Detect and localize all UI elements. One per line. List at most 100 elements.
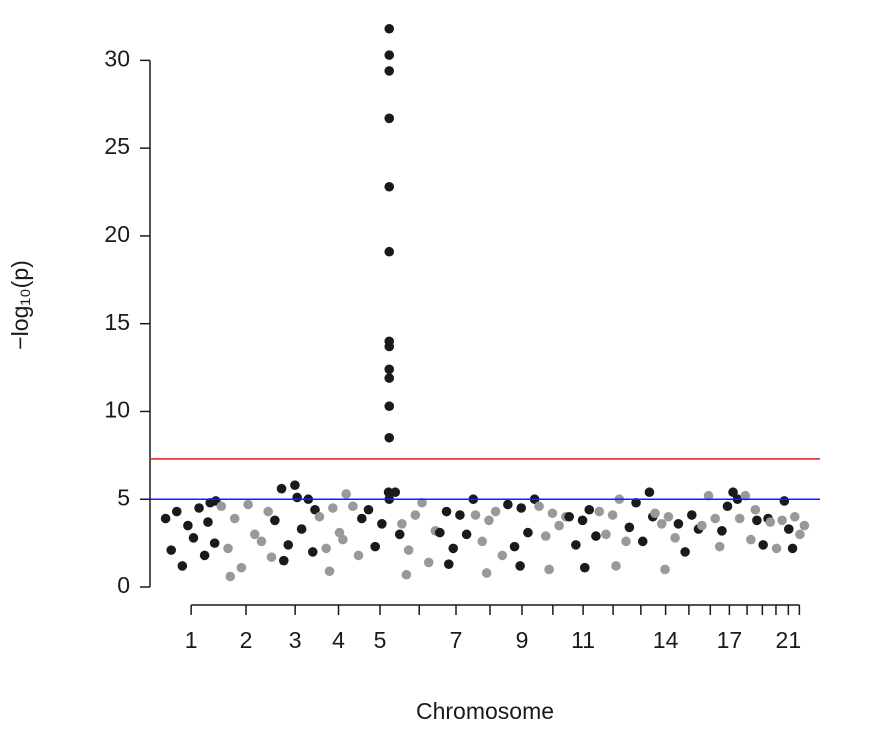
snp-point — [397, 519, 407, 529]
snp-point — [384, 341, 395, 352]
snp-point — [177, 561, 188, 571]
snp-point — [783, 524, 794, 534]
snp-point — [328, 503, 338, 513]
snp-point — [384, 66, 395, 76]
snp-point — [607, 510, 618, 520]
snp-point — [314, 511, 325, 522]
y-tick-label: 15 — [104, 309, 130, 335]
snp-point — [611, 561, 621, 571]
snp-point — [229, 513, 240, 524]
y-tick-label: 10 — [104, 397, 130, 423]
snp-point — [591, 531, 601, 541]
snp-point — [728, 487, 738, 498]
snp-point — [384, 246, 395, 257]
snp-point — [765, 517, 776, 527]
snp-point — [194, 503, 204, 513]
snp-point — [236, 562, 247, 573]
snp-point — [338, 534, 348, 545]
snp-point — [795, 529, 805, 540]
snp-point — [307, 547, 318, 557]
snp-point — [348, 501, 358, 512]
snp-point — [660, 564, 670, 575]
snp-point — [249, 529, 260, 540]
snp-point — [717, 526, 727, 536]
snp-point — [403, 545, 414, 555]
snp-point — [276, 483, 287, 494]
y-axis-label: −log₁₀(p) — [7, 260, 33, 350]
snp-point — [484, 515, 494, 526]
snp-point — [324, 566, 335, 577]
snp-point — [746, 534, 756, 545]
snp-point — [384, 113, 395, 124]
snp-point — [283, 540, 294, 550]
snp-point — [752, 515, 762, 526]
snp-point — [455, 510, 465, 520]
snp-point — [223, 543, 233, 554]
snp-point — [734, 513, 745, 524]
y-tick-label: 5 — [117, 484, 130, 510]
x-tick-label: 14 — [653, 627, 679, 653]
snp-point — [771, 543, 782, 554]
snp-point — [216, 501, 227, 512]
snp-point — [384, 181, 395, 192]
snp-point — [656, 519, 667, 529]
snp-point — [710, 513, 721, 524]
x-tick-label: 4 — [332, 627, 345, 653]
snp-point — [321, 543, 331, 554]
snp-point — [523, 527, 533, 538]
snp-point — [670, 533, 680, 543]
snp-point — [448, 543, 459, 554]
snp-point — [673, 519, 684, 529]
x-tick-label: 21 — [776, 627, 802, 653]
snp-point — [477, 536, 488, 547]
snp-point — [384, 23, 395, 34]
x-tick-label: 11 — [571, 627, 595, 653]
snp-point — [503, 499, 513, 510]
snp-point — [270, 515, 280, 526]
snp-point — [417, 497, 427, 508]
snp-point — [209, 538, 220, 548]
snp-point — [310, 504, 320, 515]
y-tick-label: 0 — [117, 572, 130, 598]
snp-point — [357, 513, 367, 524]
snp-point — [790, 511, 800, 522]
snp-point — [243, 499, 253, 510]
x-tick-label: 3 — [289, 627, 302, 653]
snp-point — [384, 432, 395, 443]
snp-point — [401, 569, 412, 580]
x-axis-label: Chromosome — [416, 698, 554, 724]
snp-point — [631, 497, 641, 508]
snp-point — [722, 501, 733, 512]
snp-point — [290, 480, 300, 490]
snp-point — [777, 515, 787, 526]
snp-point — [199, 550, 210, 561]
snp-point — [787, 543, 798, 554]
snp-point — [516, 503, 527, 513]
snp-point — [534, 501, 544, 512]
snp-point — [686, 510, 697, 520]
snp-point — [490, 506, 501, 517]
snp-point — [571, 540, 581, 550]
snp-point — [410, 510, 421, 520]
snp-point — [341, 489, 352, 499]
snp-point — [394, 529, 405, 540]
snp-point — [363, 504, 374, 515]
snp-point — [296, 524, 307, 534]
snp-point — [663, 511, 674, 522]
snp-point — [740, 490, 751, 501]
snp-point — [266, 552, 277, 562]
x-tick-label: 1 — [185, 627, 198, 653]
snp-point — [714, 541, 725, 552]
snp-point — [624, 522, 635, 533]
snp-point — [353, 550, 364, 561]
snp-point — [515, 561, 525, 571]
snp-point — [423, 557, 434, 568]
snp-point — [680, 547, 690, 557]
snp-point — [390, 487, 401, 498]
snp-point — [594, 506, 605, 517]
snp-point — [579, 562, 590, 573]
snp-point — [384, 364, 395, 375]
snp-point — [383, 487, 394, 498]
y-tick-label: 20 — [104, 221, 130, 247]
